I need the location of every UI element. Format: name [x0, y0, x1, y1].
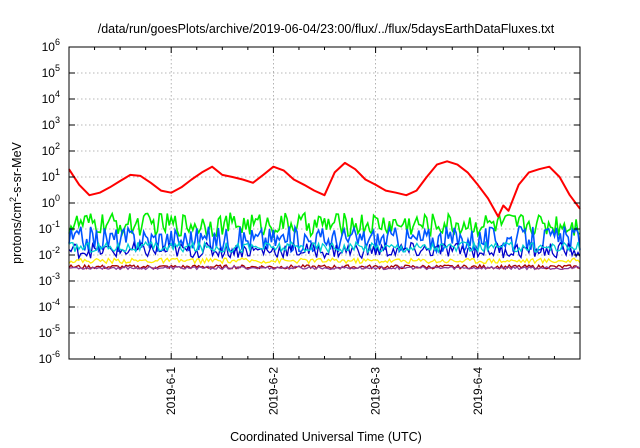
series-line: [68, 211, 581, 239]
x-tick-label: 2019-6-2: [266, 367, 280, 415]
x-tick-label: 2019-6-3: [369, 367, 383, 415]
ticks: [69, 46, 580, 360]
y-tick-label: 106: [42, 37, 60, 54]
x-tick-label: 2019-6-1: [164, 367, 178, 415]
x-axis-label: Coordinated Universal Time (UTC): [230, 430, 422, 444]
chart-title: /data/run/goesPlots/archive/2019-06-04/2…: [98, 22, 555, 36]
y-axis-label: protons/cm2-s-sr-MeV: [8, 141, 24, 263]
x-tick-label: 2019-6-4: [471, 367, 485, 415]
y-tick-labels: 106 105 104 103 102 101 100 10-1 10-2 10-3 10-4 10-…: [39, 37, 60, 366]
y-tick-label: 103: [42, 115, 60, 132]
series-line: [68, 160, 581, 218]
series-line: [68, 256, 581, 266]
series-line: [68, 240, 581, 261]
series-line: [69, 265, 581, 271]
y-tick-label: 105: [42, 63, 60, 80]
y-tick-label: 100: [42, 193, 60, 210]
series-line: [68, 224, 581, 255]
y-tick-label: 10-3: [39, 271, 60, 288]
y-tick-label: 102: [42, 141, 60, 158]
series-layer: [68, 160, 581, 271]
y-tick-label: 10-5: [39, 323, 60, 340]
y-tick-label: 101: [42, 167, 60, 184]
x-tick-labels: 2019-6-1 2019-6-2 2019-6-3 2019-6-4: [164, 367, 485, 415]
y-tick-label: 10-2: [39, 245, 60, 262]
series-line: [68, 240, 581, 255]
y-tick-label: 104: [42, 89, 60, 106]
y-tick-label: 10-1: [39, 219, 60, 236]
y-tick-label: 10-4: [39, 297, 60, 314]
y-tick-label: 10-6: [39, 349, 60, 366]
